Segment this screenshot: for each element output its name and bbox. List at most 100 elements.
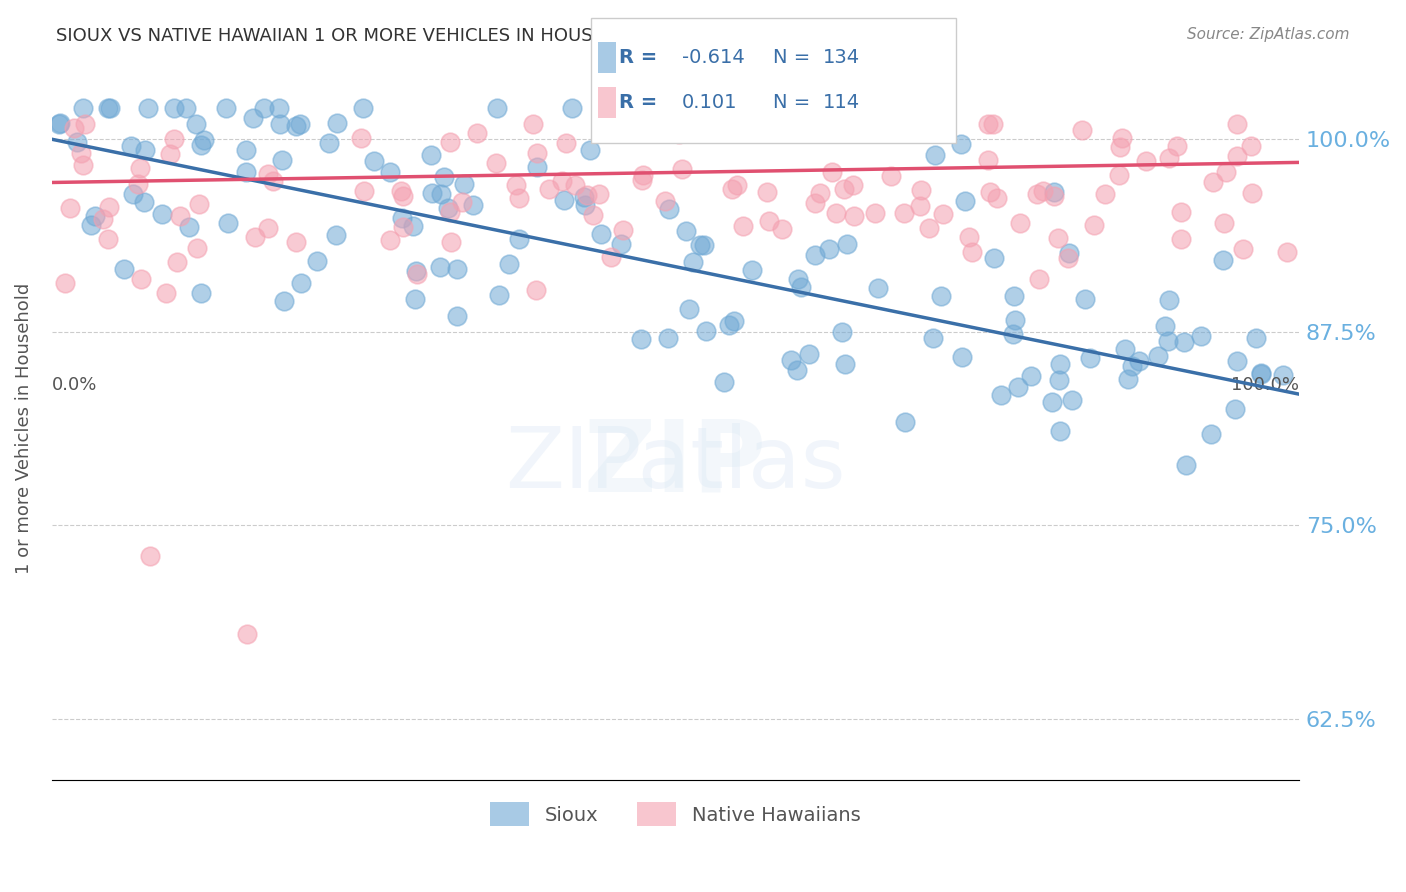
Sioux — [72, 101, 94, 115]
Sioux — [1199, 427, 1222, 442]
Sioux — [391, 211, 413, 226]
Legend: Sioux, Native Hawaiians: Sioux, Native Hawaiians — [482, 795, 868, 834]
Sioux — [271, 153, 294, 167]
Native Hawaiians — [1170, 205, 1192, 219]
Sioux — [215, 101, 238, 115]
Sioux — [269, 117, 291, 131]
Sioux — [949, 137, 972, 152]
Sioux — [402, 219, 425, 233]
Native Hawaiians — [918, 220, 941, 235]
Sioux — [779, 352, 801, 367]
Sioux — [1191, 329, 1213, 343]
Sioux — [553, 193, 575, 207]
Native Hawaiians — [69, 146, 91, 161]
Sioux — [429, 186, 451, 201]
Sioux — [1128, 353, 1150, 368]
Native Hawaiians — [1232, 242, 1254, 256]
Native Hawaiians — [1213, 216, 1236, 230]
Native Hawaiians — [392, 219, 415, 234]
Sioux — [150, 207, 173, 221]
Text: R =: R = — [619, 48, 664, 68]
Sioux — [363, 153, 385, 168]
Sioux — [420, 186, 443, 201]
Sioux — [1074, 292, 1097, 306]
Native Hawaiians — [1166, 139, 1188, 153]
Native Hawaiians — [564, 178, 586, 192]
Sioux — [242, 111, 264, 125]
Sioux — [741, 262, 763, 277]
Native Hawaiians — [439, 205, 461, 219]
Native Hawaiians — [450, 195, 472, 210]
Native Hawaiians — [832, 182, 855, 196]
Text: 114: 114 — [823, 93, 859, 112]
Sioux — [498, 257, 520, 271]
Native Hawaiians — [986, 191, 1008, 205]
Text: 134: 134 — [823, 48, 859, 68]
Sioux — [1250, 367, 1272, 381]
Sioux — [83, 210, 105, 224]
Sioux — [609, 236, 631, 251]
Sioux — [112, 261, 135, 276]
Sioux — [1225, 402, 1247, 417]
Sioux — [1157, 334, 1180, 348]
Native Hawaiians — [166, 254, 188, 268]
Native Hawaiians — [129, 272, 152, 286]
Sioux — [831, 326, 853, 340]
Sioux — [1114, 342, 1136, 356]
Native Hawaiians — [808, 186, 831, 201]
Sioux — [1250, 366, 1272, 380]
Sioux — [433, 169, 456, 184]
Native Hawaiians — [91, 211, 114, 226]
Native Hawaiians — [1047, 231, 1070, 245]
Y-axis label: 1 or more Vehicles in Household: 1 or more Vehicles in Household — [15, 284, 32, 574]
Sioux — [134, 143, 156, 157]
Sioux — [1007, 380, 1029, 394]
Sioux — [176, 101, 198, 115]
Sioux — [288, 117, 311, 131]
Text: R =: R = — [619, 93, 664, 112]
Native Hawaiians — [825, 206, 848, 220]
Sioux — [983, 251, 1005, 265]
Native Hawaiians — [1135, 154, 1157, 169]
Native Hawaiians — [1032, 184, 1054, 198]
Native Hawaiians — [821, 165, 844, 179]
Sioux — [804, 247, 827, 261]
Sioux — [835, 236, 858, 251]
Native Hawaiians — [979, 186, 1001, 200]
Sioux — [136, 101, 159, 115]
Native Hawaiians — [1010, 216, 1032, 230]
Sioux — [1159, 293, 1181, 307]
Sioux — [1173, 334, 1195, 349]
Native Hawaiians — [755, 185, 778, 199]
Sioux — [990, 387, 1012, 401]
Sioux — [894, 415, 917, 429]
Sioux — [193, 133, 215, 147]
Sioux — [689, 238, 711, 252]
Sioux — [1002, 327, 1025, 342]
Sioux — [326, 116, 349, 130]
Sioux — [508, 232, 530, 246]
Native Hawaiians — [97, 232, 120, 246]
Native Hawaiians — [828, 117, 851, 131]
Native Hawaiians — [72, 158, 94, 172]
Text: SIOUX VS NATIVE HAWAIIAN 1 OR MORE VEHICLES IN HOUSEHOLD CORRELATION CHART: SIOUX VS NATIVE HAWAIIAN 1 OR MORE VEHIC… — [56, 27, 856, 45]
Sioux — [574, 190, 596, 204]
Sioux — [723, 314, 745, 328]
Native Hawaiians — [977, 117, 1000, 131]
Sioux — [574, 198, 596, 212]
Native Hawaiians — [188, 197, 211, 211]
Native Hawaiians — [863, 206, 886, 220]
Sioux — [461, 198, 484, 212]
Native Hawaiians — [63, 120, 86, 135]
Sioux — [866, 281, 889, 295]
Native Hawaiians — [465, 126, 488, 140]
Native Hawaiians — [392, 189, 415, 203]
Native Hawaiians — [893, 205, 915, 219]
Sioux — [120, 139, 142, 153]
Native Hawaiians — [803, 196, 825, 211]
Native Hawaiians — [631, 168, 654, 182]
Native Hawaiians — [485, 155, 508, 169]
Native Hawaiians — [1083, 218, 1105, 232]
Native Hawaiians — [1201, 175, 1223, 189]
Text: ZIPatlas: ZIPatlas — [505, 423, 845, 506]
